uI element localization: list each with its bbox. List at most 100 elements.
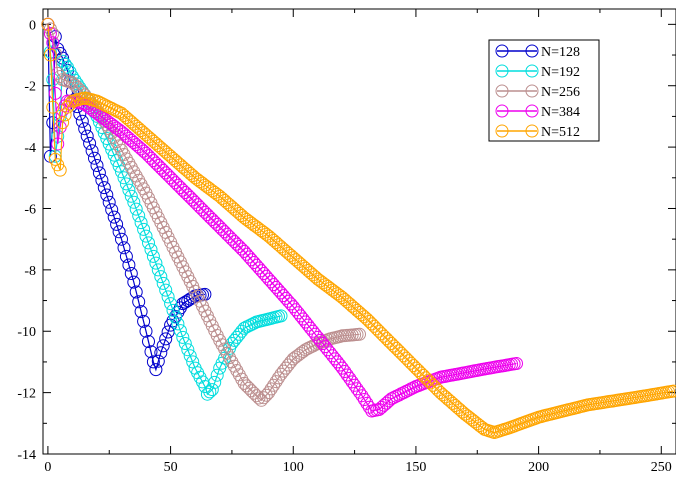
data-point: [156, 143, 170, 157]
data-point: [43, 27, 57, 41]
data-point: [375, 400, 389, 414]
data-point: [134, 142, 148, 156]
data-point: [367, 319, 381, 333]
data-point: [112, 225, 126, 239]
data-point: [164, 149, 178, 163]
data-point: [210, 368, 224, 382]
data-point: [132, 140, 146, 154]
legend-marker: [495, 124, 509, 138]
data-point: [154, 270, 168, 284]
data-point: [414, 366, 428, 380]
data-point: [119, 249, 133, 263]
data-point: [220, 196, 234, 210]
data-point: [176, 330, 190, 344]
data-point: [424, 376, 438, 390]
legend-marker: [495, 44, 509, 58]
data-point: [191, 198, 205, 212]
data-point: [56, 116, 70, 130]
legend-marker: [525, 64, 539, 78]
data-point: [181, 188, 195, 202]
data-point: [80, 129, 94, 143]
data-point: [397, 349, 411, 363]
y-tick-label: -8: [24, 264, 36, 279]
data-point: [272, 238, 285, 252]
data-point: [149, 363, 163, 377]
data-point: [227, 202, 241, 216]
data-point: [223, 230, 236, 244]
data-point: [173, 158, 187, 172]
legend-marker: [525, 124, 539, 138]
data-point: [146, 134, 160, 148]
data-point: [129, 285, 143, 299]
data-point: [434, 386, 447, 400]
data-point: [436, 388, 450, 402]
data-point: [272, 371, 285, 385]
data-point: [144, 243, 158, 257]
data-point: [115, 125, 128, 139]
data-point: [156, 276, 170, 290]
data-point: [355, 389, 369, 403]
data-point: [198, 205, 212, 219]
data-point: [48, 86, 62, 100]
data-point: [129, 138, 143, 152]
data-point: [183, 349, 197, 363]
y-tick-label: -12: [17, 387, 36, 402]
data-point: [176, 183, 190, 197]
data-point: [193, 200, 207, 214]
data-point: [129, 202, 143, 216]
data-point: [132, 295, 146, 309]
legend-marker: [525, 84, 539, 98]
data-point: [186, 355, 200, 369]
data-point: [448, 399, 462, 412]
data-point: [151, 139, 165, 153]
data-point: [267, 233, 281, 247]
data-point: [357, 310, 371, 324]
y-tick-label: 0: [29, 18, 36, 33]
data-point: [65, 76, 79, 90]
data-point: [262, 386, 276, 400]
data-point: [122, 183, 136, 197]
data-point: [134, 305, 148, 319]
data-point: [134, 124, 148, 137]
data-point: [115, 232, 128, 246]
legend-label: N=256: [541, 85, 580, 100]
data-point: [220, 227, 234, 241]
data-point: [264, 382, 278, 396]
data-point: [95, 173, 109, 187]
data-point: [169, 154, 182, 168]
data-point: [134, 216, 148, 230]
data-point: [154, 346, 168, 360]
data-point: [225, 200, 239, 214]
y-tick-label: -4: [24, 141, 36, 156]
data-point: [88, 151, 101, 165]
data-point: [419, 371, 433, 385]
data-point: [129, 169, 143, 183]
data-point: [426, 378, 440, 392]
data-point: [139, 146, 153, 160]
data-point: [139, 229, 153, 243]
data-point: [301, 264, 315, 277]
data-point: [380, 332, 393, 346]
data-point: [350, 382, 364, 396]
data-point: [443, 394, 457, 408]
data-point: [377, 398, 391, 412]
data-point: [250, 389, 263, 403]
data-point: [137, 222, 151, 236]
data-point: [382, 334, 396, 348]
data-point: [510, 357, 523, 370]
data-point: [159, 332, 173, 346]
data-point: [429, 381, 443, 395]
data-point: [348, 378, 362, 392]
data-point: [159, 145, 173, 159]
legend-marker: [495, 64, 509, 78]
data-point: [127, 136, 141, 149]
data-point: [291, 255, 305, 269]
data-point: [176, 160, 190, 174]
data-point: [119, 111, 133, 125]
data-point: [230, 237, 244, 251]
data-point: [360, 396, 374, 410]
legend-label: N=512: [541, 125, 580, 140]
data-point: [43, 48, 57, 62]
data-point: [117, 109, 131, 122]
data-point: [230, 204, 244, 218]
